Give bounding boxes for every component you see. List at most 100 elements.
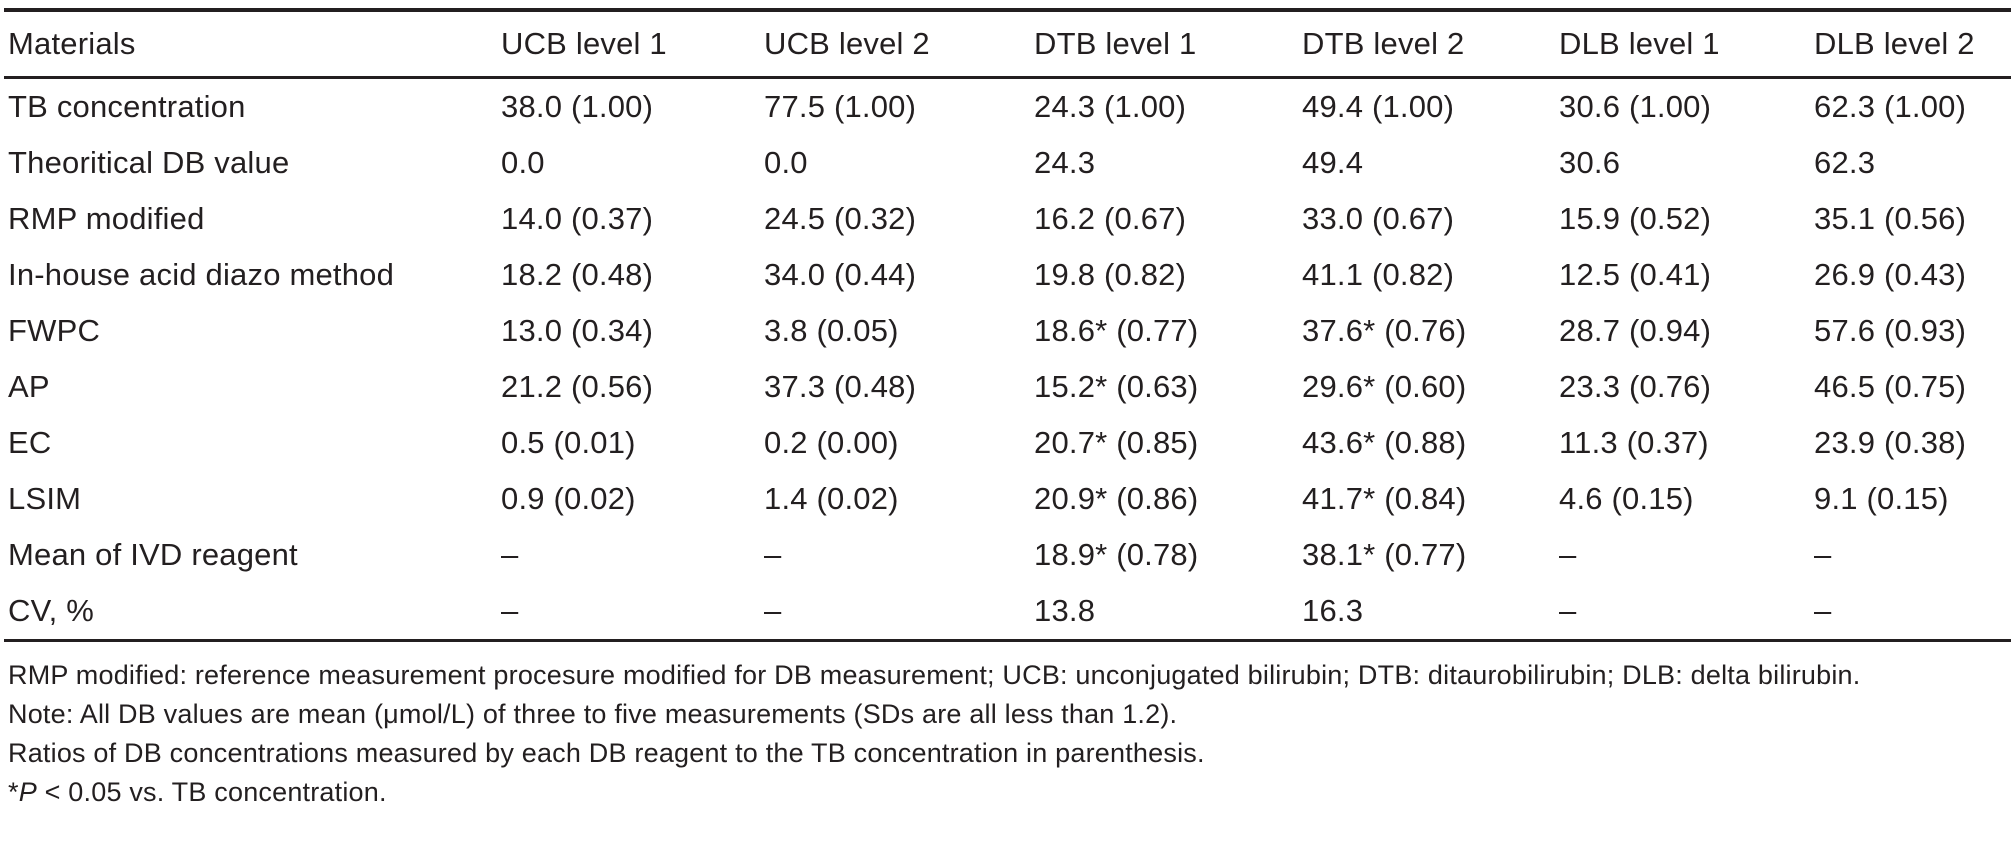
cell-value: 34.0 (0.44) xyxy=(764,257,917,292)
cell-value: – xyxy=(1814,537,1832,572)
cell-value: 19.8 (0.82) xyxy=(1034,257,1187,292)
column-header: DTB level 1 xyxy=(1034,10,1302,79)
footnotes: RMP modified: reference measurement proc… xyxy=(4,656,1998,812)
cell-value: 0.5 (0.01) xyxy=(501,425,636,460)
cell-value: 9.1 (0.15) xyxy=(1814,481,1949,516)
row-label: TB concentration xyxy=(8,89,246,124)
table-row: Theoritical DB value 0.0 0.0 24.3 49.4 30.6 62… xyxy=(4,135,2011,191)
cell-value: 37.6* (0.76) xyxy=(1302,313,1467,348)
table-row: CV, % – – 13.8 16.3 – – xyxy=(4,583,2011,641)
cell-value: 26.9 (0.43) xyxy=(1814,257,1967,292)
cell-value: 20.7* (0.85) xyxy=(1034,425,1199,460)
cell-value: 62.3 (1.00) xyxy=(1814,89,1967,124)
cell-value: 18.2 (0.48) xyxy=(501,257,654,292)
significance-text: < 0.05 vs. TB concentration. xyxy=(36,777,387,807)
cell-value: – xyxy=(501,593,519,628)
row-label: AP xyxy=(8,369,50,404)
cell-value: 21.2 (0.56) xyxy=(501,369,654,404)
cell-value: 4.6 (0.15) xyxy=(1559,481,1694,516)
table-row: EC 0.5 (0.01) 0.2 (0.00) 20.7* (0.85) 43.6* … xyxy=(4,415,2011,471)
row-label: EC xyxy=(8,425,52,460)
cell-value: 16.3 xyxy=(1302,593,1364,628)
cell-value: 62.3 xyxy=(1814,145,1876,180)
table-row: AP 21.2 (0.56) 37.3 (0.48) 15.2* (0.63) 29.6… xyxy=(4,359,2011,415)
cell-value: 35.1 (0.56) xyxy=(1814,201,1967,236)
cell-value: 0.0 xyxy=(501,145,545,180)
column-header-materials: Materials xyxy=(4,10,501,79)
results-table: Materials UCB level 1 UCB level 2 DTB level… xyxy=(4,8,2011,642)
cell-value: – xyxy=(764,537,782,572)
row-label: Mean of IVD reagent xyxy=(8,537,298,572)
table-row: TB concentration 38.0 (1.00) 77.5 (1.00) 24… xyxy=(4,78,2011,136)
cell-value: 30.6 xyxy=(1559,145,1621,180)
cell-value: 38.0 (1.00) xyxy=(501,89,654,124)
cell-value: 38.1* (0.77) xyxy=(1302,537,1467,572)
footnote-ratios: Ratios of DB concentrations measured by … xyxy=(8,738,1205,768)
cell-value: 41.7* (0.84) xyxy=(1302,481,1467,516)
cell-value: 0.2 (0.00) xyxy=(764,425,899,460)
cell-value: 12.5 (0.41) xyxy=(1559,257,1712,292)
cell-value: 28.7 (0.94) xyxy=(1559,313,1712,348)
cell-value: 3.8 (0.05) xyxy=(764,313,899,348)
table-row: RMP modified 14.0 (0.37) 24.5 (0.32) 16.2 (… xyxy=(4,191,2011,247)
cell-value: 77.5 (1.00) xyxy=(764,89,917,124)
table-header: Materials UCB level 1 UCB level 2 DTB level… xyxy=(4,10,2011,79)
cell-value: 1.4 (0.02) xyxy=(764,481,899,516)
cell-value: 11.3 (0.37) xyxy=(1559,425,1709,460)
cell-value: 23.3 (0.76) xyxy=(1559,369,1712,404)
cell-value: – xyxy=(501,537,519,572)
cell-value: 18.9* (0.78) xyxy=(1034,537,1199,572)
cell-value: – xyxy=(764,593,782,628)
cell-value: – xyxy=(1559,593,1577,628)
significance-p-symbol: P xyxy=(18,777,37,807)
cell-value: 18.6* (0.77) xyxy=(1034,313,1199,348)
cell-value: 15.9 (0.52) xyxy=(1559,201,1712,236)
row-label: CV, % xyxy=(8,593,95,628)
cell-value: 24.3 xyxy=(1034,145,1096,180)
cell-value: 13.8 xyxy=(1034,593,1096,628)
cell-value: 57.6 (0.93) xyxy=(1814,313,1967,348)
cell-value: 24.5 (0.32) xyxy=(764,201,917,236)
cell-value: 24.3 (1.00) xyxy=(1034,89,1187,124)
column-header: UCB level 2 xyxy=(764,10,1034,79)
cell-value: 49.4 (1.00) xyxy=(1302,89,1455,124)
cell-value: 49.4 xyxy=(1302,145,1364,180)
column-header: DTB level 2 xyxy=(1302,10,1559,79)
footnote-note: Note: All DB values are mean (μmol/L) of… xyxy=(8,699,1178,729)
column-header: DLB level 2 xyxy=(1814,10,2011,79)
cell-value: – xyxy=(1814,593,1832,628)
cell-value: 14.0 (0.37) xyxy=(501,201,654,236)
table-row: In-house acid diazo method 18.2 (0.48) 34.… xyxy=(4,247,2011,303)
column-header: DLB level 1 xyxy=(1559,10,1814,79)
cell-value: 41.1 (0.82) xyxy=(1302,257,1455,292)
cell-value: 13.0 (0.34) xyxy=(501,313,654,348)
cell-value: 33.0 (0.67) xyxy=(1302,201,1455,236)
cell-value: 0.9 (0.02) xyxy=(501,481,636,516)
cell-value: 20.9* (0.86) xyxy=(1034,481,1199,516)
table-body: TB concentration 38.0 (1.00) 77.5 (1.00) 24… xyxy=(4,78,2011,641)
cell-value: 16.2 (0.67) xyxy=(1034,201,1187,236)
cell-value: – xyxy=(1559,537,1577,572)
footnote-abbreviations: RMP modified: reference measurement proc… xyxy=(8,660,1861,690)
cell-value: 15.2* (0.63) xyxy=(1034,369,1199,404)
header-row: Materials UCB level 1 UCB level 2 DTB level… xyxy=(4,10,2011,79)
cell-value: 43.6* (0.88) xyxy=(1302,425,1467,460)
table-row: LSIM 0.9 (0.02) 1.4 (0.02) 20.9* (0.86) 41.7… xyxy=(4,471,2011,527)
row-label: RMP modified xyxy=(8,201,205,236)
footnote-significance: *P < 0.05 vs. TB concentration. xyxy=(8,773,1998,812)
cell-value: 30.6 (1.00) xyxy=(1559,89,1712,124)
row-label: In-house acid diazo method xyxy=(8,257,395,292)
cell-value: 37.3 (0.48) xyxy=(764,369,917,404)
row-label: LSIM xyxy=(8,481,82,516)
cell-value: 0.0 xyxy=(764,145,808,180)
row-label: FWPC xyxy=(8,313,101,348)
table-row: FWPC 13.0 (0.34) 3.8 (0.05) 18.6* (0.77) 37.… xyxy=(4,303,2011,359)
cell-value: 29.6* (0.60) xyxy=(1302,369,1467,404)
cell-value: 23.9 (0.38) xyxy=(1814,425,1967,460)
cell-value: 46.5 (0.75) xyxy=(1814,369,1967,404)
row-label: Theoritical DB value xyxy=(8,145,290,180)
column-header: UCB level 1 xyxy=(501,10,764,79)
table-row: Mean of IVD reagent – – 18.9* (0.78) 38.1* (… xyxy=(4,527,2011,583)
significance-star: * xyxy=(8,777,19,807)
